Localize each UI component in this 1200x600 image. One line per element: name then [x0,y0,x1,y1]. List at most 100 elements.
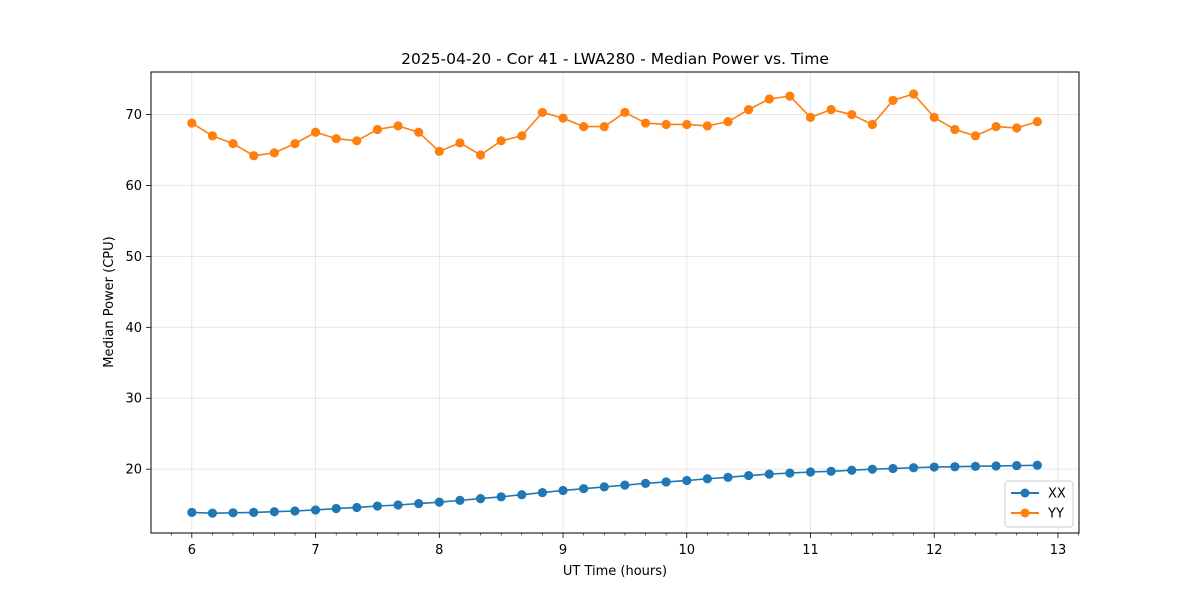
data-point-xx [599,482,609,492]
data-point-xx [558,485,568,496]
data-point-xx [372,501,383,511]
data-point-xx [847,465,857,475]
data-point-xx [744,470,754,481]
data-point-xx [950,462,960,472]
data-point-xx [414,498,424,509]
data-point-yy [723,117,733,127]
data-point-xx [702,474,712,484]
x-tick-label: 10 [678,543,695,558]
data-point-yy [290,139,300,149]
series-layer [187,89,1042,518]
data-point-yy [847,109,857,120]
data-point-yy [929,112,939,122]
plot-frame [150,71,1080,534]
data-point-yy [764,94,774,104]
data-point-yy [414,127,424,137]
data-point-yy [867,119,877,130]
data-point-yy [310,127,321,137]
data-point-xx [331,503,341,514]
data-point-yy [826,104,836,115]
data-point-xx [228,508,238,518]
series-yy [187,89,1042,161]
y-axis-label: Median Power (CPU) [102,236,117,367]
data-point-yy [269,148,279,158]
data-point-yy [702,121,712,131]
data-point-yy [950,124,960,135]
data-point-yy [434,146,444,157]
data-point-xx [682,475,692,486]
data-point-yy [805,112,816,122]
x-axis: 6 7 8 9 10 11 12 13 [170,533,1079,558]
data-point-yy [228,139,238,149]
x-tick-label: 13 [1050,543,1067,558]
data-point-xx [723,472,733,482]
data-point-yy [661,119,671,130]
data-point-yy [909,89,919,99]
data-point-xx [352,502,362,513]
data-point-yy [1012,123,1022,133]
legend-label-xx: XX [1048,487,1066,502]
data-point-xx [310,505,321,515]
data-point-yy [352,136,362,146]
data-point-yy [579,122,589,132]
data-point-xx [620,480,630,490]
plot-area [150,71,1080,534]
data-point-xx [537,487,548,498]
legend: XX YY [1004,480,1074,528]
data-point-xx [434,497,444,507]
data-point-xx [764,469,774,479]
data-point-xx [269,507,279,517]
data-point-yy [744,104,754,115]
x-axis-label: UT Time (hours) [563,564,667,579]
data-point-xx [579,484,589,494]
data-point-yy [393,121,403,131]
data-point-xx [207,508,218,518]
data-point-yy [475,150,486,160]
data-point-xx [187,507,197,518]
x-tick-label: 7 [311,543,319,558]
data-point-xx [496,492,506,502]
data-point-yy [682,119,692,130]
y-tick-label: 70 [125,108,142,123]
series-xx [187,460,1042,518]
y-tick-label: 60 [125,179,142,194]
data-point-xx [991,461,1001,471]
x-tick-label: 11 [802,543,819,558]
data-point-xx [640,478,651,488]
legend-marker-yy [1020,508,1030,518]
data-point-yy [558,113,568,123]
y-tick-label: 30 [125,392,142,407]
data-point-yy [599,122,609,132]
legend-label-yy: YY [1047,507,1064,522]
data-point-xx [1032,460,1042,470]
data-point-yy [496,136,506,146]
data-point-yy [455,138,465,148]
y-tick-label: 20 [125,463,142,478]
data-point-yy [1032,117,1042,127]
data-point-xx [455,495,465,505]
data-point-xx [249,507,259,518]
legend-marker-xx [1020,488,1030,498]
y-tick-label: 50 [125,250,142,265]
data-point-xx [475,494,486,504]
data-point-yy [640,118,651,128]
data-point-yy [970,131,981,141]
chart-title: 2025-04-20 - Cor 41 - LWA280 - Median Po… [401,50,829,68]
data-point-yy [620,107,630,118]
data-point-yy [207,131,218,141]
data-point-yy [991,122,1001,132]
data-point-yy [888,95,898,105]
x-tick-label: 8 [435,543,443,558]
data-point-xx [867,464,877,474]
data-point-yy [537,107,548,118]
data-point-xx [290,506,300,516]
data-point-xx [517,490,527,500]
data-point-xx [661,477,671,487]
data-point-yy [249,151,259,161]
y-tick-label: 40 [125,321,142,336]
data-point-xx [909,463,919,473]
data-point-xx [785,468,795,478]
data-point-xx [826,466,836,476]
